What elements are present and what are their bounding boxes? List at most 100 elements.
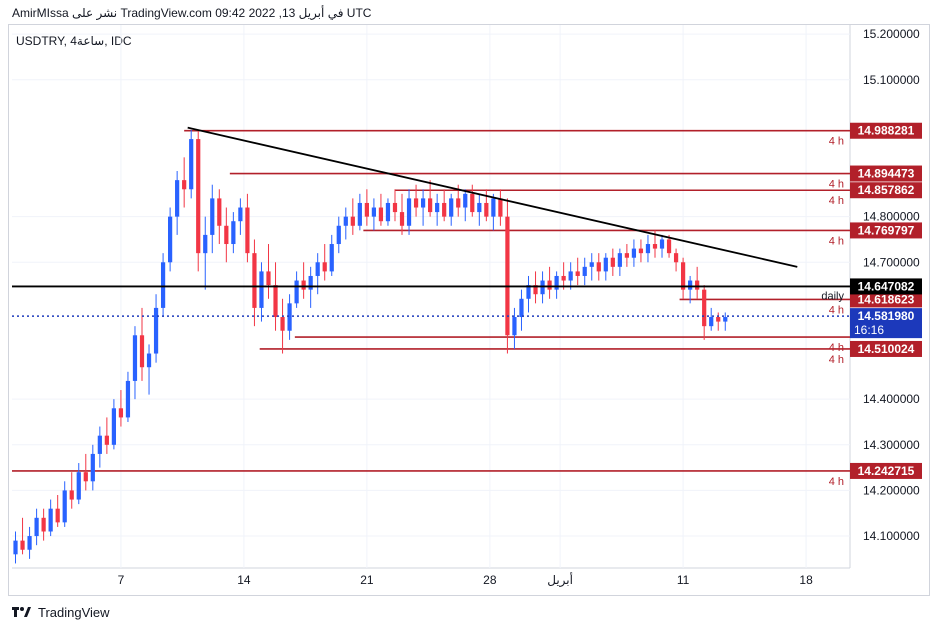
y-axis: 15.200000 15.100000 14.800000 14.700000 14.4… <box>863 27 920 543</box>
candle-body <box>27 536 32 550</box>
candle-body <box>118 408 124 418</box>
candle-body <box>97 435 102 454</box>
candles <box>13 129 728 564</box>
level-price-tag <box>850 462 922 479</box>
candle-body <box>343 216 348 226</box>
level-timeframe-label: 4 h <box>829 354 844 366</box>
level-price-label: 14.857862 <box>858 183 915 197</box>
candle-body <box>512 317 517 336</box>
candle-body <box>203 234 208 254</box>
daily-level-timeframe-label: daily <box>821 290 844 302</box>
candle-body <box>139 335 145 368</box>
candle-body <box>716 317 721 322</box>
candle-body <box>111 408 117 445</box>
y-tick-label: 15.200000 <box>863 27 920 41</box>
x-tick-label: أبريل <box>547 572 573 588</box>
candle-body <box>673 253 679 263</box>
candle-body <box>364 202 369 217</box>
y-tick-label: 14.100000 <box>863 529 920 543</box>
candle-body <box>702 289 707 327</box>
candle-body <box>357 202 362 226</box>
candle-body <box>561 275 566 281</box>
candle-body <box>442 202 447 217</box>
candle-body <box>48 508 53 532</box>
candle-body <box>266 271 271 286</box>
level-price-tag <box>850 165 922 182</box>
y-tick-label: 14.700000 <box>863 255 920 269</box>
x-tick-label: 14 <box>237 573 251 587</box>
candle-body <box>301 280 306 290</box>
candle-body <box>399 212 405 226</box>
candle-body <box>189 139 194 190</box>
candle-body <box>104 435 109 445</box>
publish-line: AmirMIssa نشر على TradingView.com في أبر… <box>12 6 372 20</box>
candle-body <box>20 540 25 550</box>
candle-body <box>575 271 580 276</box>
candle-body <box>638 248 644 254</box>
candle-body <box>491 198 496 217</box>
footer: TradingView <box>12 603 110 621</box>
level-price-label: 14.988281 <box>858 124 915 138</box>
candle-body <box>688 280 693 290</box>
level-price-label: 14.769797 <box>858 223 915 237</box>
candle-body <box>210 198 215 235</box>
candle-body <box>680 262 686 290</box>
level-timeframe-label: 4 h <box>829 179 844 191</box>
candle-body <box>245 207 250 254</box>
candle-body <box>568 271 573 281</box>
candle-body <box>125 380 131 418</box>
x-tick-label: 11 <box>677 573 690 587</box>
chart-frame[interactable] <box>8 24 930 596</box>
level-timeframe-label: 4 h <box>829 195 844 207</box>
candle-body <box>322 262 327 272</box>
candle-body <box>160 262 166 308</box>
candle-body <box>62 490 67 523</box>
level-timeframe-label: 4 h <box>829 476 844 488</box>
candle-body <box>723 317 728 322</box>
candle-body <box>55 508 60 523</box>
candle-body <box>624 253 629 258</box>
x-axis: 7 14 21 28 أبريل 11 18 <box>118 572 813 588</box>
candle-body <box>666 239 672 254</box>
candle-body <box>470 193 475 213</box>
level-timeframe-label: 4 h <box>829 342 844 354</box>
level-price-tag <box>850 291 922 308</box>
y-tick-label: 14.200000 <box>863 483 920 497</box>
candle-body <box>484 202 489 217</box>
daily-level-price-label: 14.647082 <box>858 279 915 293</box>
candle-body <box>83 472 88 482</box>
candle-body <box>132 335 138 381</box>
levels: 4 h 14.988281 4 h 14.894473 4 h 14.857862 4 h 1… <box>12 122 922 488</box>
level-price-label: 14.242715 <box>858 464 915 478</box>
candle-body <box>350 216 355 226</box>
candle-body <box>695 280 700 290</box>
level-timeframe-label: 4 h <box>829 235 844 247</box>
candle-body <box>13 540 18 555</box>
candle-body <box>505 216 510 336</box>
candle-body <box>280 317 285 331</box>
candle-body <box>645 244 651 254</box>
candle-body <box>168 216 173 263</box>
level-price-label: 14.894473 <box>858 167 915 181</box>
candle-body <box>519 298 524 318</box>
candle-body <box>420 198 426 208</box>
candle-body <box>631 248 637 258</box>
candle-body <box>329 244 334 272</box>
x-tick-label: 28 <box>483 573 497 587</box>
candle-body <box>603 257 608 272</box>
candle-body <box>610 257 615 267</box>
candle-body <box>385 202 391 222</box>
tradingview-logo-icon <box>12 607 31 617</box>
candle-body <box>498 198 503 217</box>
candle-body <box>69 490 74 500</box>
candle-body <box>146 353 152 368</box>
candle-body <box>252 253 257 308</box>
candle-body <box>392 202 398 213</box>
level-price-tag <box>850 182 922 199</box>
level-timeframe-label: 4 h <box>829 136 844 148</box>
candle-body <box>477 202 482 213</box>
candle-body <box>34 517 39 537</box>
current-price-label: 14.581980 <box>858 309 915 323</box>
